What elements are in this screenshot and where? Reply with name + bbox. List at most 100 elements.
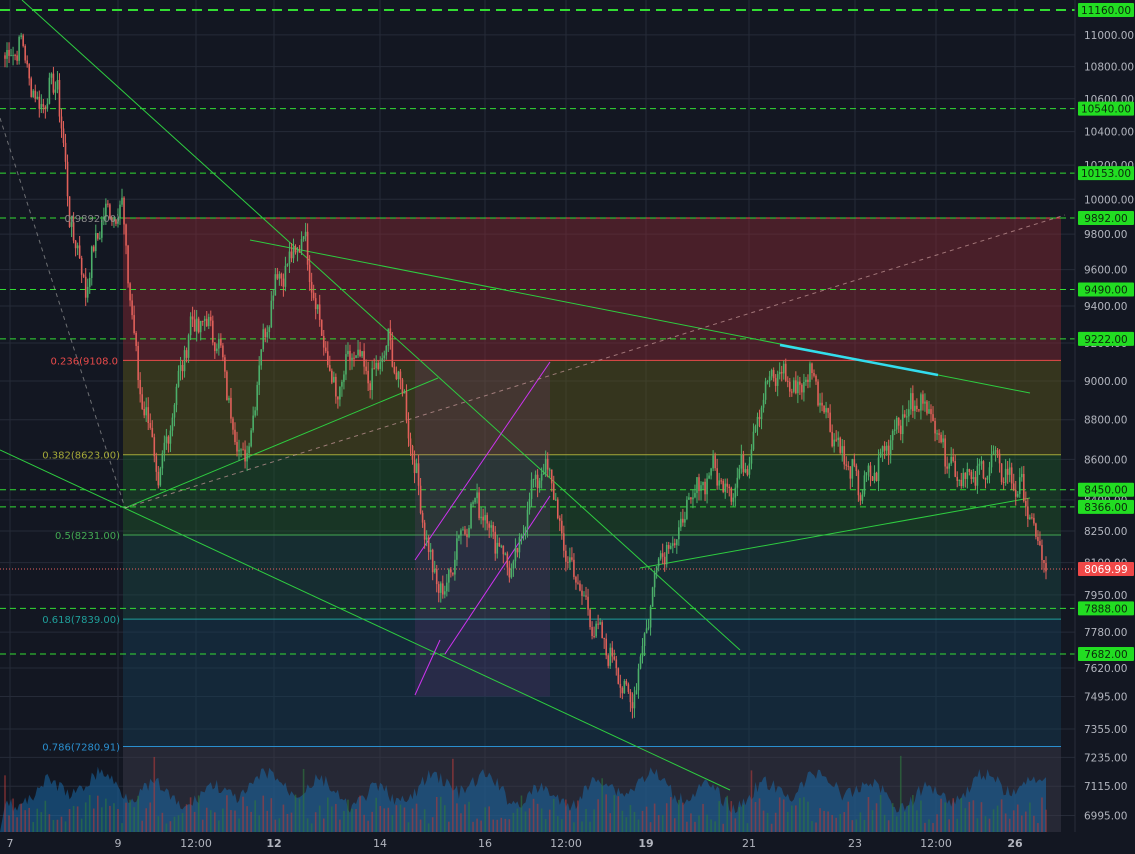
- trendline: [779, 343, 939, 377]
- volume-bar: [835, 817, 837, 832]
- volume-bar: [988, 818, 991, 832]
- volume-bar: [270, 798, 273, 832]
- candle-body: [1020, 473, 1023, 478]
- candle-body: [373, 368, 375, 370]
- candle-body: [976, 465, 979, 486]
- volume-bar: [84, 802, 87, 832]
- volume-bar: [984, 816, 987, 832]
- horizontal-levels[interactable]: [0, 9, 1075, 655]
- price-tick-label: 10000.00: [1084, 194, 1134, 206]
- price-tick-label: 9400.00: [1084, 301, 1127, 313]
- fib-label: 0.5(8231.00): [55, 531, 120, 542]
- candle-body: [133, 315, 135, 333]
- candle-body: [211, 320, 214, 343]
- candle-body: [355, 355, 357, 358]
- candle-body: [260, 349, 263, 366]
- volume-bar: [496, 819, 499, 832]
- candle-body: [958, 479, 961, 481]
- time-tick-label: 9: [115, 837, 122, 850]
- volume-bar: [298, 798, 301, 832]
- volume-bar: [395, 805, 398, 832]
- volume-bar: [302, 768, 305, 832]
- candle-body: [193, 319, 196, 332]
- candle-body: [698, 477, 700, 491]
- candle-body: [1002, 481, 1005, 483]
- candle-body: [56, 79, 59, 90]
- candle-body: [520, 535, 523, 538]
- volume-bar: [80, 818, 83, 832]
- trendlines[interactable]: [0, 0, 1066, 791]
- volume-bar: [706, 814, 708, 832]
- volume-bar: [68, 809, 71, 832]
- candle-body: [1045, 563, 1047, 572]
- candle-body: [1018, 477, 1021, 495]
- fibonacci-retracement[interactable]: [123, 217, 1061, 832]
- volume-bar: [439, 796, 442, 832]
- candle-body: [645, 628, 648, 634]
- candle-body: [415, 463, 418, 473]
- volume-bar: [1033, 815, 1035, 832]
- candle-body: [300, 239, 303, 252]
- level-tag-text: 10540.00: [1081, 104, 1131, 116]
- candle-body: [448, 569, 450, 583]
- candle-body: [470, 503, 472, 529]
- candle-body: [1039, 541, 1041, 546]
- candle-body: [585, 595, 587, 597]
- time-axis[interactable]: [0, 832, 1135, 850]
- candle-body: [167, 436, 170, 444]
- time-tick-label: 7: [7, 837, 14, 850]
- candle-body: [667, 545, 670, 549]
- candle-body: [177, 370, 180, 387]
- trendline: [21, 0, 741, 651]
- candle-body: [544, 458, 547, 474]
- volume-bar: [76, 806, 79, 832]
- candle-body: [577, 582, 579, 584]
- time-tick-label: 12:00: [550, 837, 582, 850]
- trendline: [0, 449, 731, 791]
- candle-body: [926, 401, 928, 414]
- level-tag-bg: [1078, 482, 1134, 497]
- candle-body: [552, 483, 555, 500]
- volume-bar: [992, 809, 995, 832]
- candle-body: [1035, 523, 1037, 537]
- price-tick-label: 11000.00: [1084, 30, 1134, 42]
- candle-body: [143, 408, 146, 416]
- volume-histogram: [0, 755, 1047, 832]
- candle-body: [504, 553, 507, 555]
- candle-body: [815, 375, 817, 382]
- price-axis[interactable]: [1075, 0, 1135, 850]
- volume-bar: [698, 815, 700, 832]
- candle-body: [974, 477, 977, 486]
- volume-bar: [355, 809, 357, 832]
- candle-body: [621, 687, 624, 694]
- candle-body: [579, 583, 581, 591]
- level-tag-text: 10153.00: [1081, 168, 1131, 180]
- candle-body: [480, 516, 482, 519]
- time-tick-label: 26: [1007, 837, 1023, 850]
- candle-body: [216, 348, 218, 351]
- candle-body: [423, 522, 426, 540]
- volume-bar: [246, 806, 248, 832]
- candle-body: [684, 518, 686, 523]
- volume-bar: [282, 804, 285, 832]
- volume-bar: [976, 818, 979, 832]
- volume-bar: [97, 795, 99, 832]
- volume-bar: [859, 812, 862, 832]
- candle-body: [875, 472, 878, 482]
- candle-body: [609, 647, 612, 666]
- candle-body: [32, 90, 35, 97]
- volume-bar: [20, 803, 22, 832]
- candle-body: [676, 539, 678, 546]
- volume-bar: [879, 794, 882, 832]
- candle-body: [784, 363, 787, 381]
- candle-body: [141, 394, 143, 409]
- volume-bar: [512, 812, 515, 832]
- candle-body: [435, 568, 438, 585]
- time-tick-label: 19: [638, 837, 653, 850]
- candle-body: [44, 106, 47, 110]
- candle-body: [847, 465, 850, 467]
- volume-bar: [1041, 797, 1043, 832]
- candle-body: [456, 538, 458, 560]
